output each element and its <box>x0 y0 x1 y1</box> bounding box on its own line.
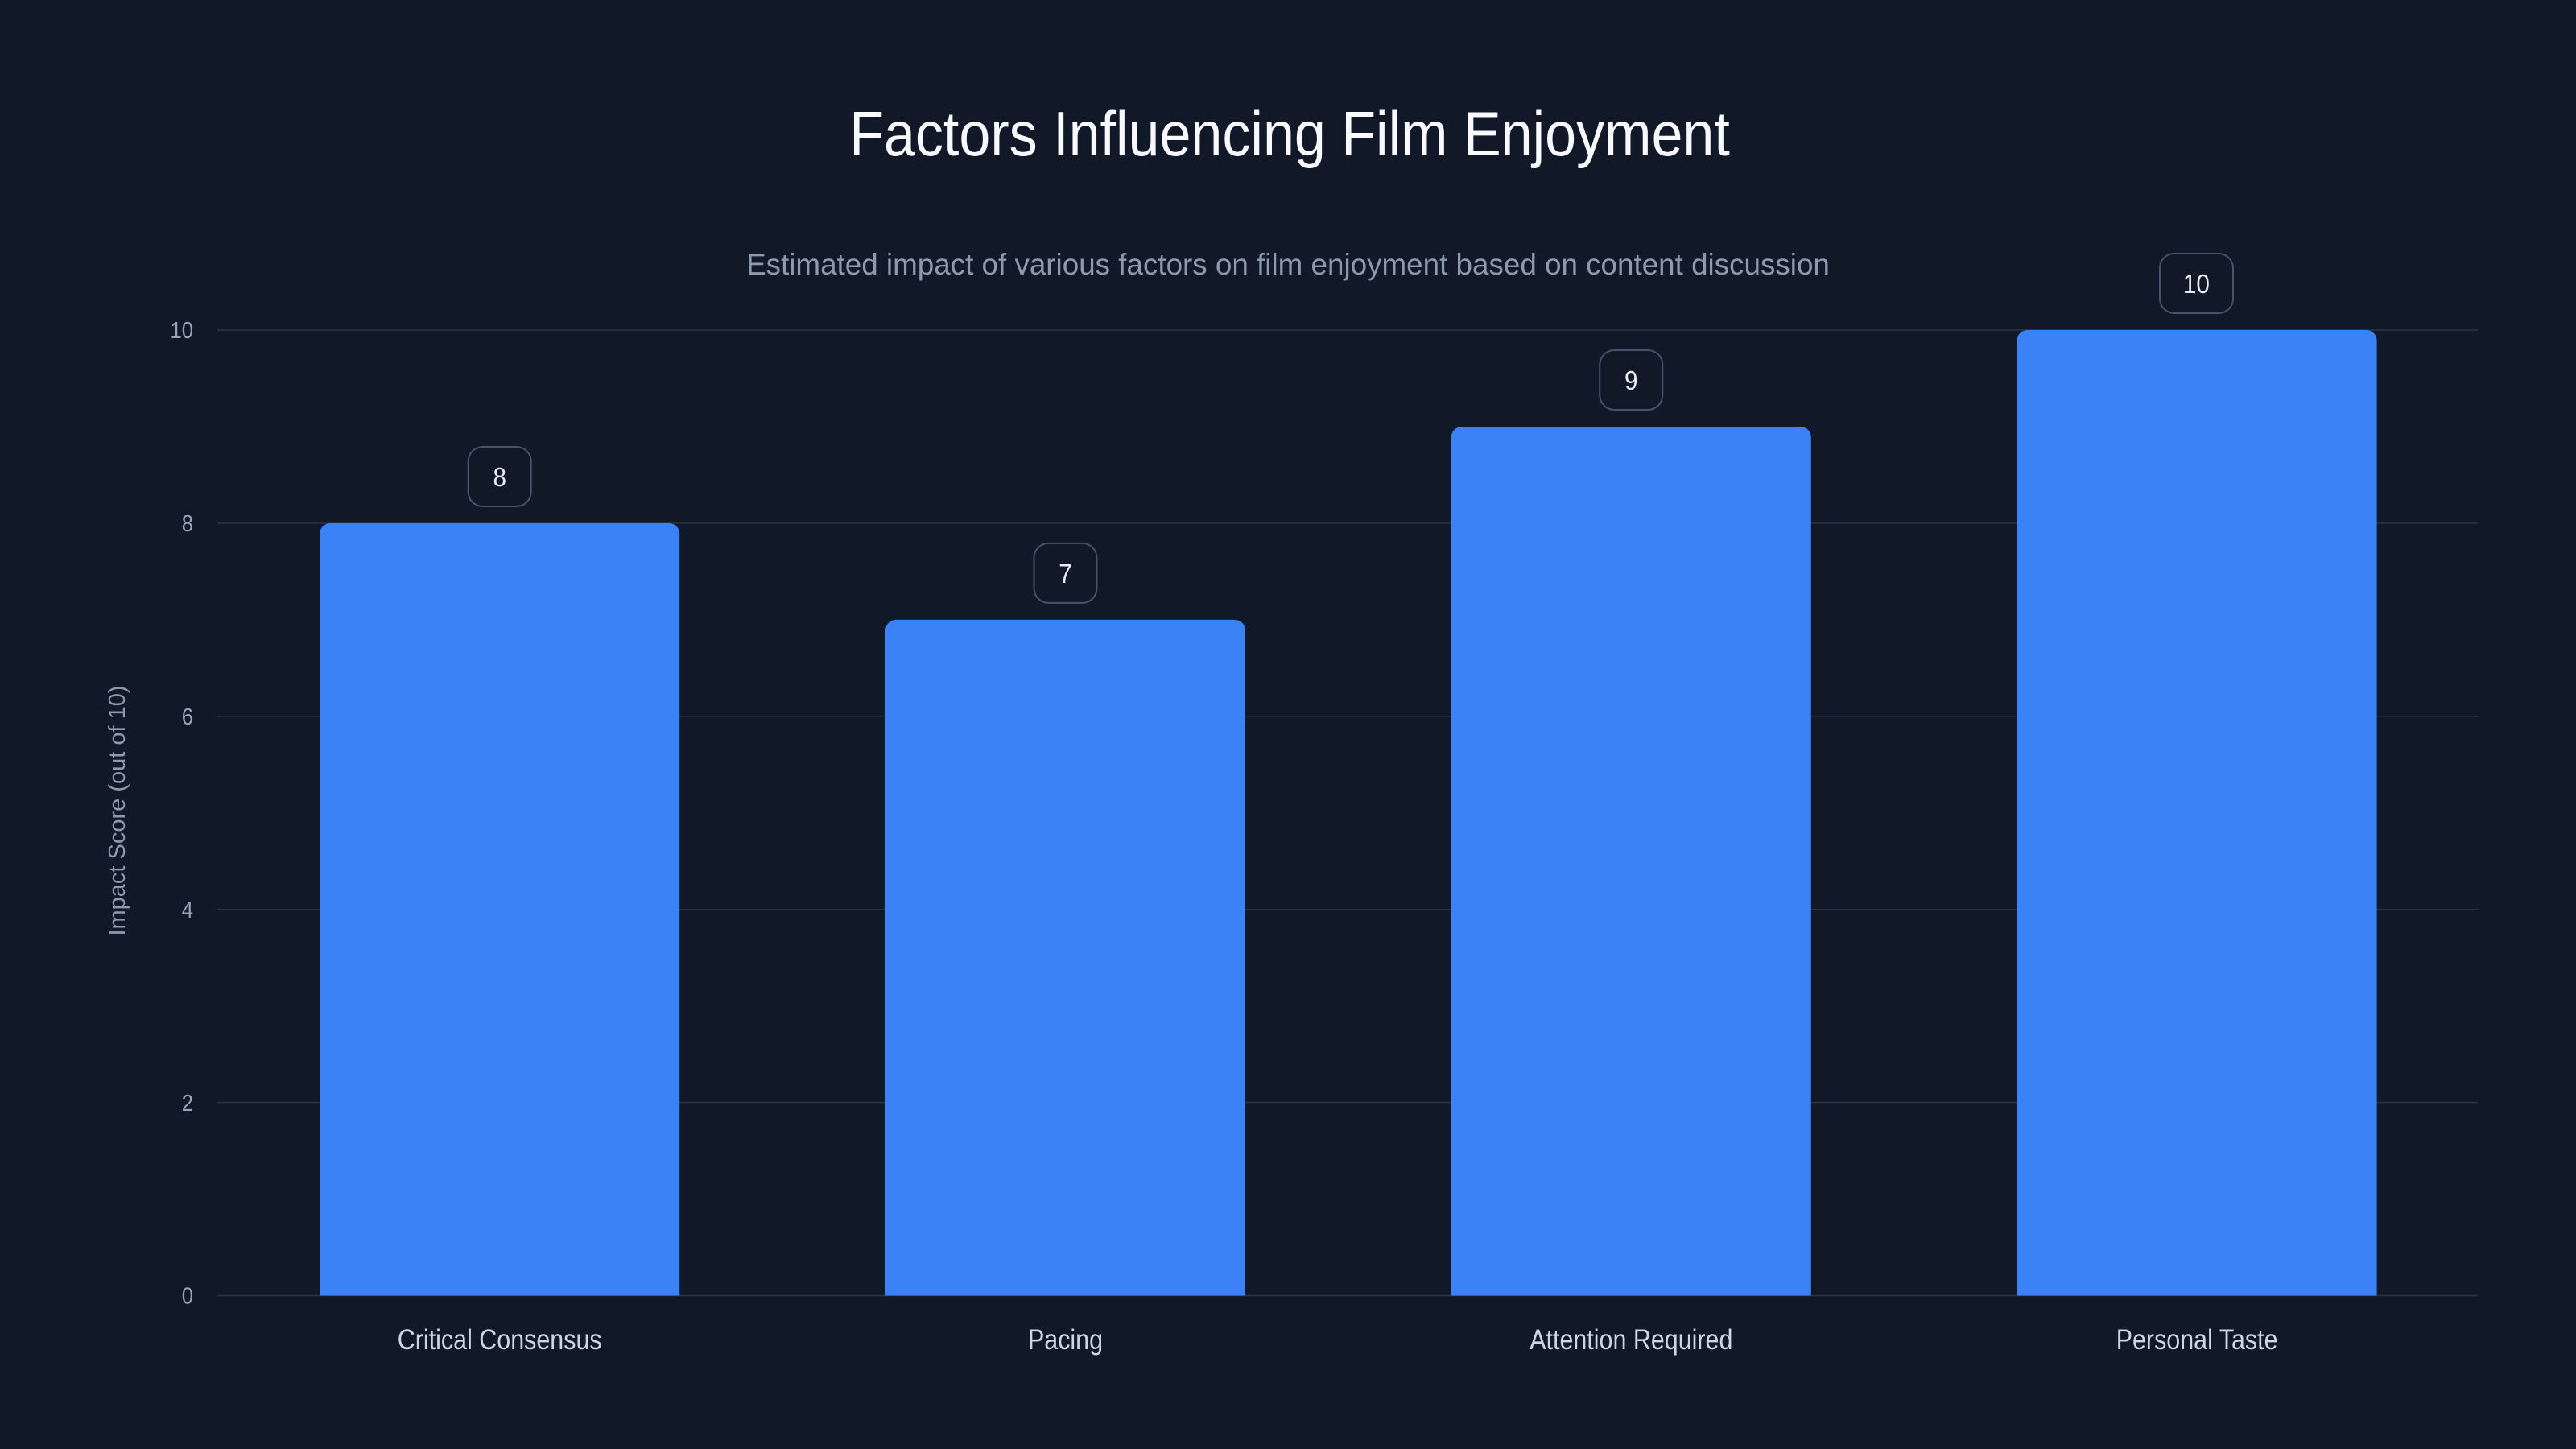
svg-text:10: 10 <box>2183 270 2210 299</box>
svg-text:Personal Taste: Personal Taste <box>2116 1323 2278 1355</box>
svg-text:8: 8 <box>493 463 506 493</box>
svg-text:Estimated impact of various fa: Estimated impact of various factors on f… <box>746 248 1830 281</box>
svg-text:6: 6 <box>182 704 193 730</box>
svg-text:Factors Influencing Film Enjoy: Factors Influencing Film Enjoyment <box>849 99 1730 169</box>
svg-text:10: 10 <box>170 317 193 344</box>
svg-text:2: 2 <box>182 1090 193 1117</box>
svg-text:Pacing: Pacing <box>1028 1323 1103 1355</box>
svg-text:0: 0 <box>182 1282 193 1309</box>
svg-text:Impact Score (out of 10): Impact Score (out of 10) <box>105 685 130 935</box>
svg-text:Attention Required: Attention Required <box>1530 1323 1732 1355</box>
svg-text:7: 7 <box>1059 559 1072 589</box>
svg-text:Critical Consensus: Critical Consensus <box>398 1323 602 1355</box>
svg-text:9: 9 <box>1624 366 1638 396</box>
svg-text:8: 8 <box>182 510 193 537</box>
svg-text:4: 4 <box>182 897 193 923</box>
